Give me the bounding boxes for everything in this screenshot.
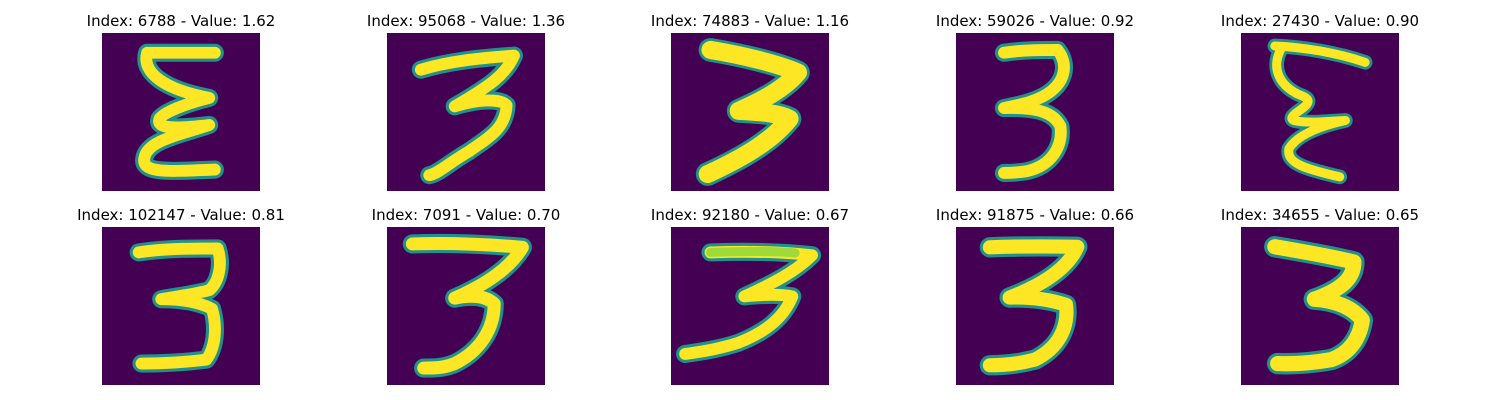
digit-image [1241, 227, 1399, 385]
digit-image [956, 227, 1114, 385]
digit-image [102, 33, 260, 191]
sample-title: Index: 91875 - Value: 0.66 [935, 206, 1135, 224]
sample-title: Index: 6788 - Value: 1.62 [86, 12, 276, 30]
sample-cell: Index: 102147 - Value: 0.81 [77, 206, 285, 396]
sample-title: Index: 102147 - Value: 0.81 [77, 206, 285, 224]
sample-cell: Index: 95068 - Value: 1.36 [367, 12, 565, 202]
sample-cell: Index: 7091 - Value: 0.70 [372, 206, 560, 396]
sample-title: Index: 34655 - Value: 0.65 [1220, 206, 1420, 224]
sample-title: Index: 95068 - Value: 1.36 [366, 12, 566, 30]
sample-cell: Index: 27430 - Value: 0.90 [1221, 12, 1419, 202]
sample-title: Index: 92180 - Value: 0.67 [650, 206, 850, 224]
digit-image [387, 33, 545, 191]
digit-image [102, 227, 260, 385]
sample-title: Index: 7091 - Value: 0.70 [371, 206, 561, 224]
digit-image [956, 33, 1114, 191]
digit-image [387, 227, 545, 385]
sample-title: Index: 59026 - Value: 0.92 [935, 12, 1135, 30]
sample-cell: Index: 92180 - Value: 0.67 [651, 206, 849, 396]
sample-cell: Index: 74883 - Value: 1.16 [651, 12, 849, 202]
sample-cell: Index: 34655 - Value: 0.65 [1221, 206, 1419, 396]
sample-cell: Index: 91875 - Value: 0.66 [936, 206, 1134, 396]
digit-image [671, 33, 829, 191]
sample-cell: Index: 59026 - Value: 0.92 [936, 12, 1134, 202]
sample-title: Index: 27430 - Value: 0.90 [1220, 12, 1420, 30]
digit-image [1241, 33, 1399, 191]
digit-image [671, 227, 829, 385]
sample-title: Index: 74883 - Value: 1.16 [650, 12, 850, 30]
sample-cell: Index: 6788 - Value: 1.62 [87, 12, 275, 202]
